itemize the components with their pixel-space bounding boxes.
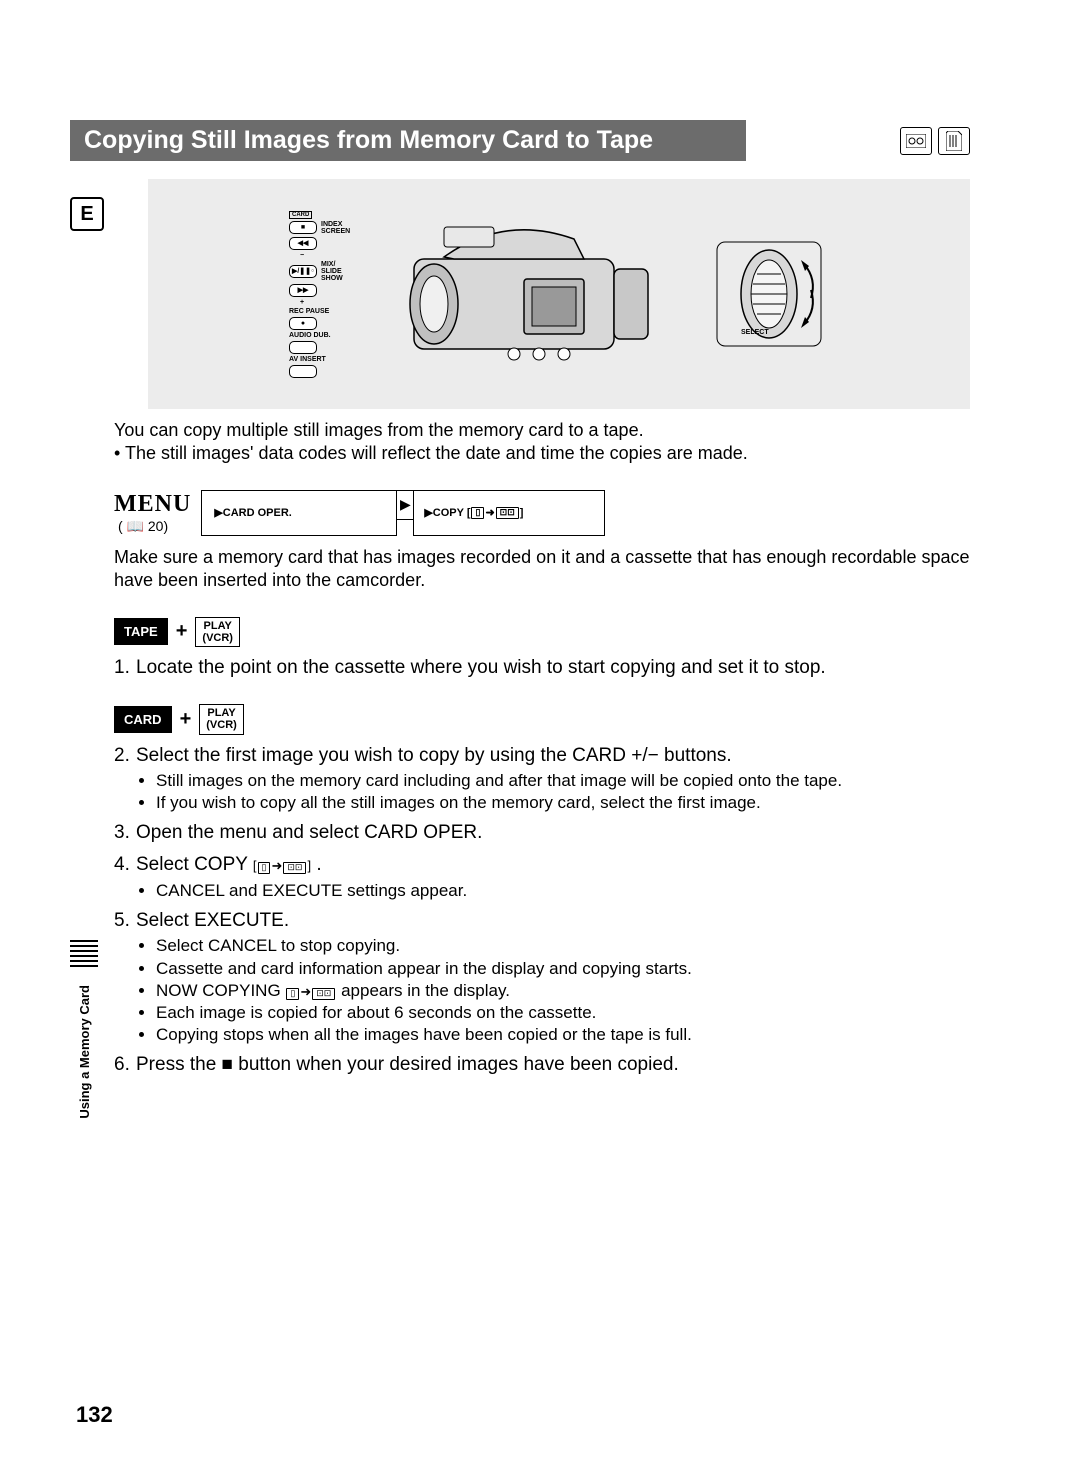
card-tag: CARD bbox=[114, 706, 172, 733]
step-1: 1.Locate the point on the cassette where… bbox=[114, 655, 970, 681]
tape-tag: TAPE bbox=[114, 618, 168, 645]
step-6: 6.Press the ■ button when your desired i… bbox=[114, 1052, 970, 1078]
svg-text:SELECT: SELECT bbox=[741, 329, 769, 336]
menu-box-cardoper: ▶CARD OPER. bbox=[201, 490, 397, 536]
step-2: 2.Select the first image you wish to cop… bbox=[114, 743, 970, 769]
menu-box-copy: ▶COPY [ ▯➜⊡⊡ ] bbox=[413, 490, 605, 536]
card-inline-icon: ▯ bbox=[258, 862, 271, 874]
precheck-text: Make sure a memory card that has images … bbox=[114, 546, 970, 593]
remote-panel-illustration: CARD ■INDEX SCREEN ◀◀ − ▶/❚❚○MIX/ SLIDE … bbox=[289, 209, 359, 380]
tape-small-icon: ⊡⊡ bbox=[496, 507, 519, 519]
camcorder-illustration bbox=[379, 204, 689, 384]
intro-text: You can copy multiple still images from … bbox=[114, 419, 970, 466]
memorycard-icon bbox=[938, 127, 970, 155]
language-badge: E bbox=[70, 197, 104, 231]
header-icon-group bbox=[900, 127, 970, 155]
step-4-sub: CANCEL and EXECUTE settings appear. bbox=[138, 880, 970, 902]
step-3: 3.Open the menu and select CARD OPER. bbox=[114, 820, 970, 846]
step-2-sub: Still images on the memory card includin… bbox=[138, 770, 970, 814]
page-title: Copying Still Images from Memory Card to… bbox=[70, 120, 746, 161]
tape-inline-icon: ⊡⊡ bbox=[283, 862, 306, 874]
side-tab: Using a Memory Card bbox=[70, 940, 98, 1119]
cassette-icon bbox=[900, 127, 932, 155]
mode-card-row: CARD + PLAY(VCR) bbox=[114, 704, 970, 734]
select-dial-illustration: SELECT bbox=[709, 234, 829, 354]
step-5-sub: Select CANCEL to stop copying. Cassette … bbox=[138, 935, 970, 1045]
card-inline-icon-2: ▯ bbox=[286, 988, 299, 1000]
menu-arrow-icon: ▶ bbox=[397, 490, 414, 520]
card-small-icon: ▯ bbox=[471, 507, 484, 519]
mode-tape-row: TAPE + PLAY(VCR) bbox=[114, 617, 970, 647]
play-vcr-tag-2: PLAY(VCR) bbox=[199, 704, 244, 734]
menu-label: MENU bbox=[114, 491, 191, 518]
illustration-area: CARD ■INDEX SCREEN ◀◀ − ▶/❚❚○MIX/ SLIDE … bbox=[148, 179, 970, 409]
step-5: 5.Select EXECUTE. bbox=[114, 908, 970, 934]
menu-path-row: MENU ( 📖 20) ▶CARD OPER. ▶ ▶COPY [ ▯➜⊡⊡ … bbox=[114, 490, 970, 536]
tape-inline-icon-2: ⊡⊡ bbox=[312, 988, 335, 1000]
page-number: 132 bbox=[76, 1402, 113, 1428]
play-vcr-tag: PLAY(VCR) bbox=[195, 617, 240, 647]
step-4: 4.Select COPY [▯➜⊡⊡] . bbox=[114, 852, 970, 878]
menu-page-ref: ( 📖 20) bbox=[118, 518, 191, 535]
side-section-label: Using a Memory Card bbox=[77, 985, 92, 1119]
